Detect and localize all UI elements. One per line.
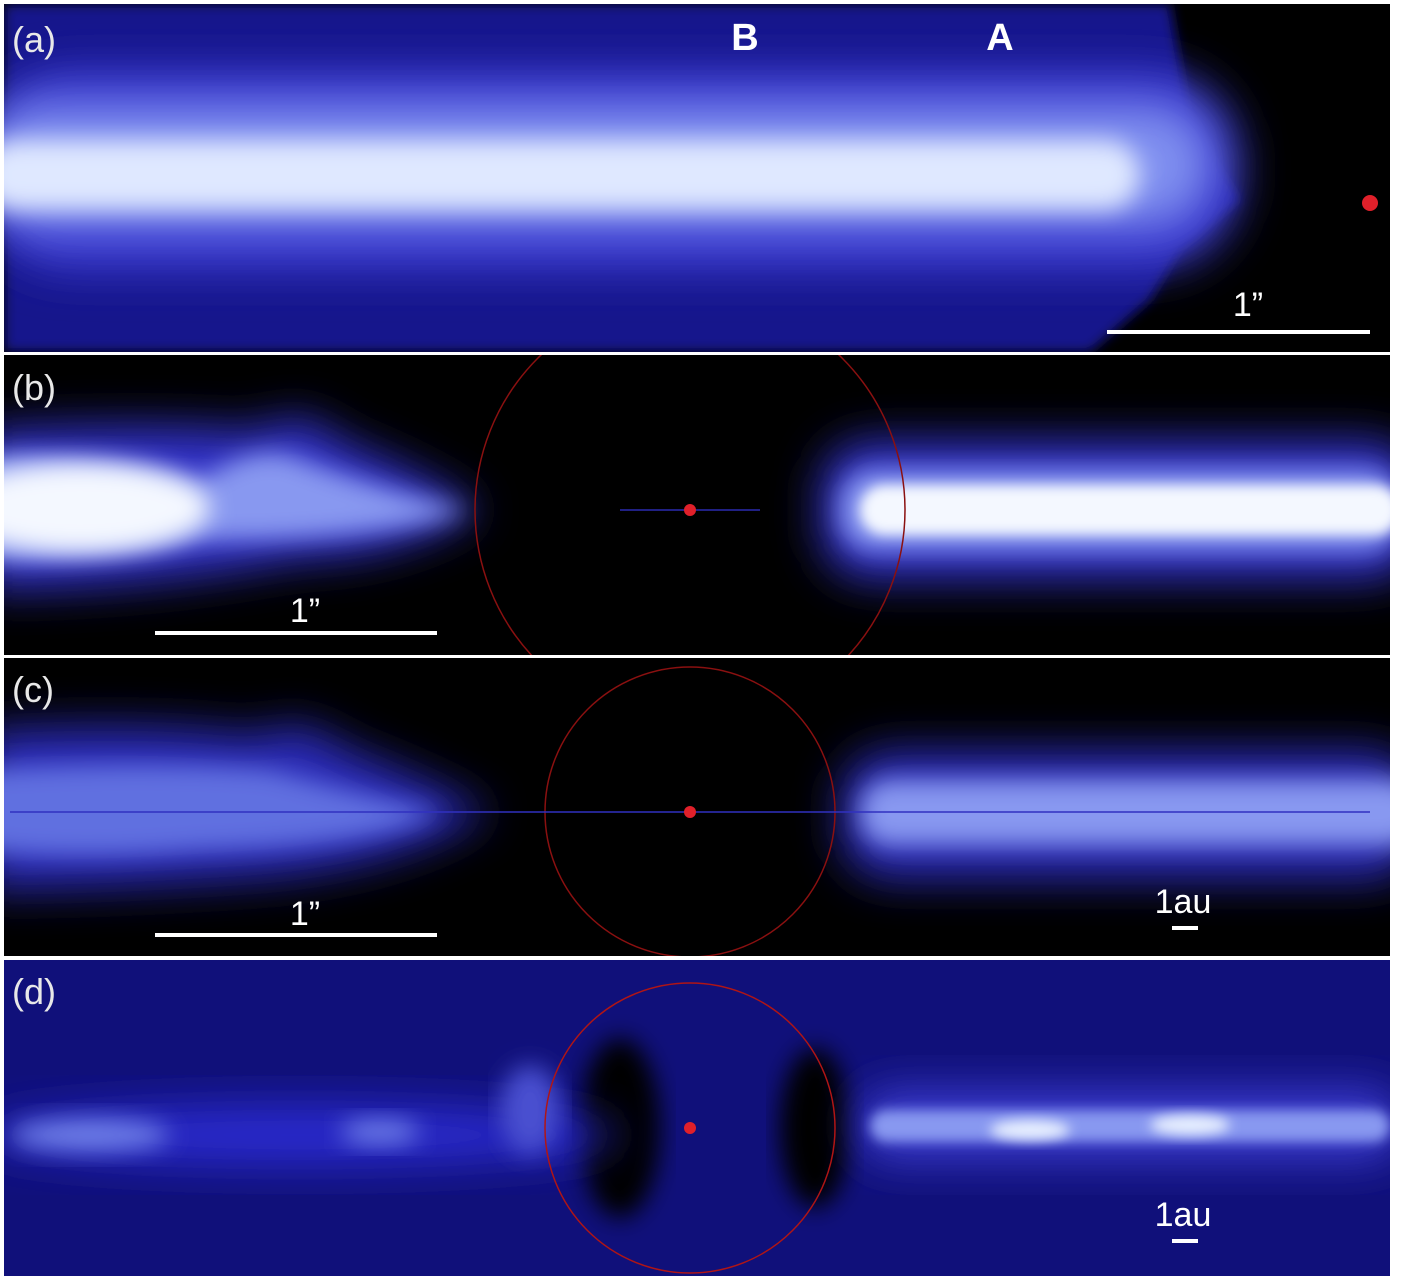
au-label: 1au [1155, 1196, 1212, 1234]
au-label: 1au [1155, 883, 1212, 921]
scale-label: 1” [290, 592, 320, 630]
scale-label: 1” [1233, 286, 1263, 324]
figure: (a) B A 1” (b) 1” (c) 1” 1au (d) 1au [0, 0, 1410, 1278]
panel-label: (d) [12, 971, 56, 1012]
scale-label: 1” [290, 895, 320, 933]
panel-a [0, 4, 1390, 352]
annotation: B [731, 17, 758, 59]
panel-label: (a) [12, 19, 56, 60]
annotation: A [986, 17, 1013, 59]
panel-label: (c) [12, 669, 54, 710]
panel-label: (b) [12, 367, 56, 408]
